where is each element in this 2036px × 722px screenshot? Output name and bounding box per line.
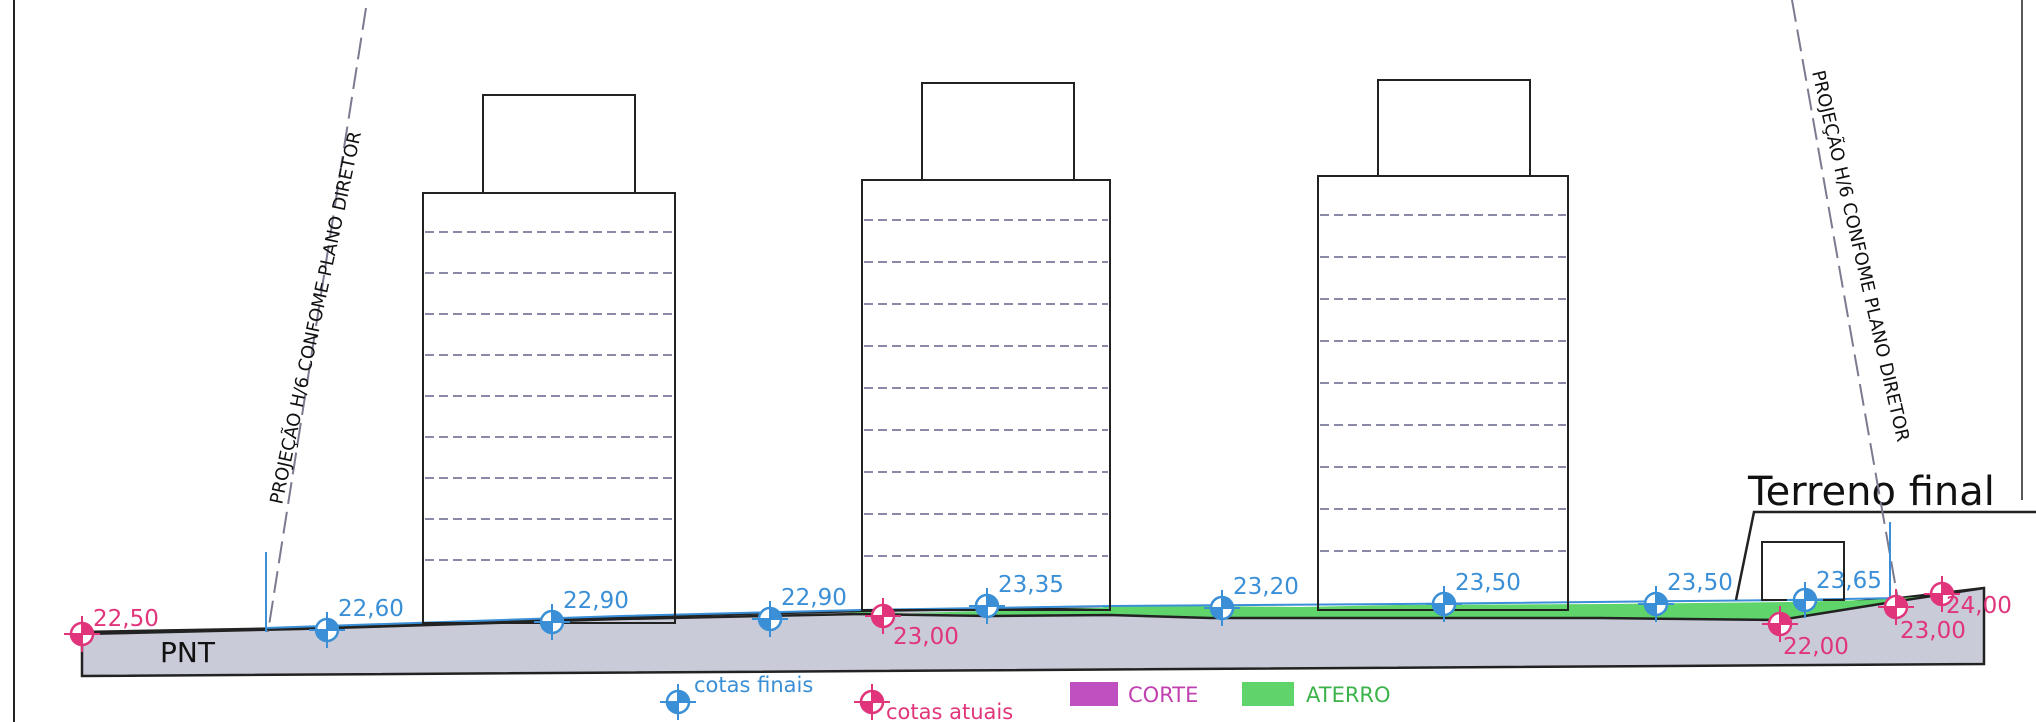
legend: cotas finais cotas atuais CORTE ATERRO xyxy=(658,673,1391,722)
final-elevation-label: 23,35 xyxy=(998,572,1064,598)
current-elevation-label: 22,00 xyxy=(1783,634,1849,660)
projection-line-left xyxy=(267,7,367,633)
terrain-final-leader xyxy=(1734,510,2036,601)
legend-current-marker xyxy=(852,682,892,722)
tower-1-body xyxy=(422,192,676,624)
legend-final-marker xyxy=(658,682,698,722)
final-elevation-label: 23,50 xyxy=(1667,570,1733,596)
legend-currents-label: cotas atuais xyxy=(886,700,1013,722)
natural-terrain-line xyxy=(81,586,1985,636)
final-elevation-label: 23,65 xyxy=(1816,568,1882,594)
pnt-label: PNT xyxy=(160,636,216,669)
legend-fill-label: ATERRO xyxy=(1306,683,1391,707)
current-elevation-label: 23,00 xyxy=(893,624,959,650)
final-elevation-label: 22,90 xyxy=(781,585,847,611)
tower-3 xyxy=(1317,79,1569,611)
current-elevation-label: 22,50 xyxy=(93,606,159,632)
final-elevation-label: 23,20 xyxy=(1233,574,1299,600)
tower-1 xyxy=(422,94,676,624)
final-elevation-label: 22,60 xyxy=(338,596,404,622)
projection-label-left: PROJEÇÃO H/6 CONFOME PLANO DIRETOR xyxy=(265,129,366,506)
current-elevation-label: 24,00 xyxy=(1946,593,2012,619)
tower-2-floor-lines xyxy=(864,219,1108,557)
tower-2-roof xyxy=(921,82,1075,181)
final-elevation-label: 23,50 xyxy=(1455,570,1521,596)
terrain-final-label: Terreno final xyxy=(1747,469,1995,515)
legend-cut-label: CORTE xyxy=(1128,683,1198,707)
final-elevation-label: 22,90 xyxy=(563,588,629,614)
legend-finals-label: cotas finais xyxy=(694,673,813,697)
tower-3-body xyxy=(1317,175,1569,611)
projection-line-right xyxy=(1791,0,1899,601)
tower-2 xyxy=(861,82,1111,611)
tower-1-floor-lines xyxy=(425,231,673,561)
tower-2-body xyxy=(861,179,1111,611)
legend-cut-swatch xyxy=(1070,682,1118,706)
legend-fill-swatch xyxy=(1242,682,1294,706)
tower-1-roof xyxy=(482,94,636,194)
tower-3-roof xyxy=(1377,79,1531,177)
current-elevation-label: 23,00 xyxy=(1900,618,1966,644)
tower-3-floor-lines xyxy=(1320,214,1566,552)
